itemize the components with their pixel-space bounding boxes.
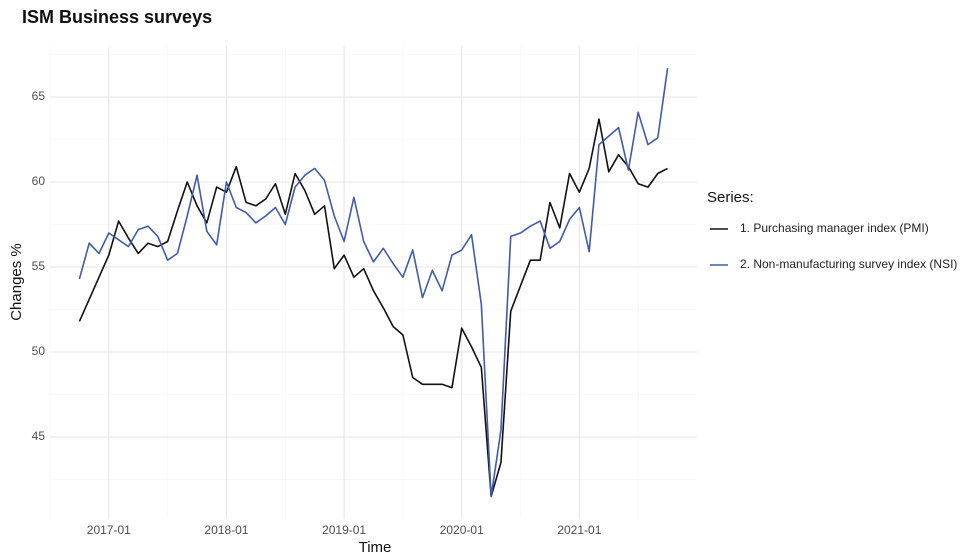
x-axis-label: Time bbox=[359, 539, 392, 556]
series-line bbox=[78, 67, 669, 498]
y-tick-label: 65 bbox=[32, 89, 46, 103]
x-tick-label: 2018-01 bbox=[204, 523, 248, 537]
x-tick-label: 2020-01 bbox=[440, 523, 484, 537]
x-tick-label: 2019-01 bbox=[322, 523, 366, 537]
legend-label: 2. Non-manufacturing survey index (NSI) bbox=[740, 257, 957, 271]
legend-title: Series: bbox=[707, 189, 754, 206]
y-tick-label: 60 bbox=[32, 174, 46, 188]
chart-title: ISM Business surveys bbox=[22, 7, 212, 27]
y-axis-label: Changes % bbox=[8, 243, 25, 321]
y-tick-label: 45 bbox=[32, 429, 46, 443]
legend-label: 1. Purchasing manager index (PMI) bbox=[740, 221, 929, 235]
y-tick-label: 50 bbox=[32, 344, 46, 358]
y-tick-label: 55 bbox=[32, 259, 46, 273]
x-tick-label: 2021-01 bbox=[557, 523, 601, 537]
series-line bbox=[78, 118, 668, 498]
x-tick-label: 2017-01 bbox=[87, 523, 131, 537]
grid bbox=[49, 46, 697, 519]
plot bbox=[78, 67, 669, 498]
